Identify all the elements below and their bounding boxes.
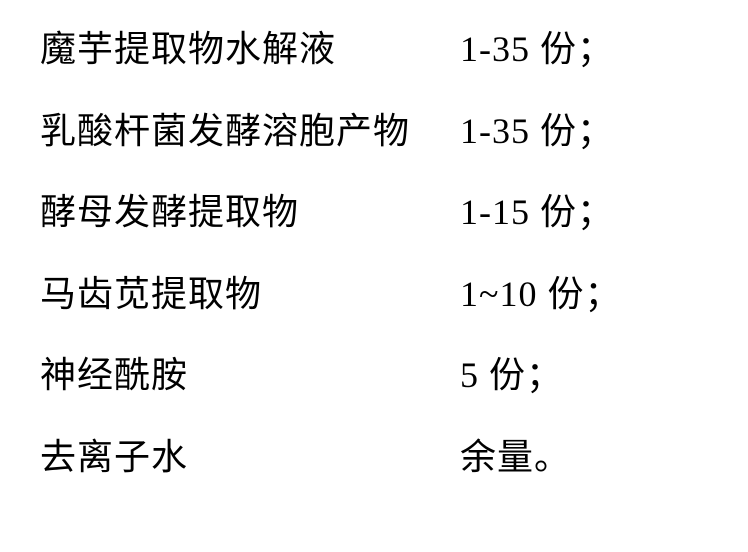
ingredient-value: 1-35 份；: [460, 112, 614, 152]
ingredient-row: 酵母发酵提取物 1-15 份；: [40, 193, 708, 233]
ingredient-value: 1-15 份；: [460, 193, 614, 233]
ingredient-row: 马齿苋提取物 1~10 份；: [40, 275, 708, 315]
ingredient-name: 乳酸杆菌发酵溶胞产物: [40, 112, 460, 152]
ingredient-name: 酵母发酵提取物: [40, 193, 460, 233]
ingredient-name: 去离子水: [40, 438, 460, 478]
ingredient-name: 魔芋提取物水解液: [40, 30, 460, 70]
ingredient-value: 余量。: [460, 438, 571, 478]
ingredient-row: 乳酸杆菌发酵溶胞产物 1-35 份；: [40, 112, 708, 152]
ingredient-value: 5 份；: [460, 356, 563, 396]
ingredients-list: 魔芋提取物水解液 1-35 份； 乳酸杆菌发酵溶胞产物 1-35 份； 酵母发酵…: [0, 0, 748, 508]
ingredient-name: 马齿苋提取物: [40, 275, 460, 315]
ingredient-row: 魔芋提取物水解液 1-35 份；: [40, 30, 708, 70]
ingredient-value: 1-35 份；: [460, 30, 614, 70]
ingredient-value: 1~10 份；: [460, 275, 621, 315]
ingredient-row: 去离子水 余量。: [40, 438, 708, 478]
ingredient-row: 神经酰胺 5 份；: [40, 356, 708, 396]
ingredient-name: 神经酰胺: [40, 356, 460, 396]
